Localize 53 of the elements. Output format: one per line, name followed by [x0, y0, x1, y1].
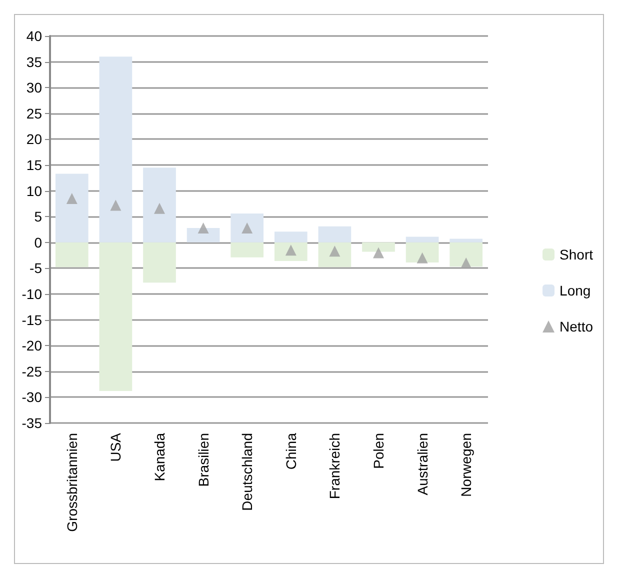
- y-tick-label: 40: [26, 28, 42, 44]
- bar: [318, 226, 352, 242]
- point: [154, 202, 165, 214]
- y-tick-label: -25: [22, 363, 42, 380]
- x-tick-label: Kanada: [152, 432, 168, 482]
- legend-label: Short: [560, 246, 594, 262]
- point: [110, 200, 122, 211]
- x-tick-label: Polen: [370, 433, 386, 469]
- y-tick-label: -20: [22, 338, 42, 354]
- legend-label: Netto: [560, 318, 594, 334]
- x-tick-label: China: [282, 432, 299, 470]
- bar: [406, 236, 439, 242]
- point: [66, 193, 78, 204]
- x-tick-label: Deutschland: [239, 433, 256, 511]
- y-tick-label: 20: [26, 131, 42, 148]
- y-tick-label: 0: [34, 234, 42, 250]
- bar: [55, 174, 88, 242]
- bar: [55, 242, 88, 268]
- legend-label: Long: [560, 282, 591, 298]
- bar: [274, 232, 308, 242]
- y-tick-label: -10: [22, 286, 42, 302]
- y-tick-label: -30: [22, 389, 42, 406]
- y-tick-label: 25: [26, 105, 42, 122]
- x-tick-label: Grossbritannien: [64, 433, 80, 532]
- bar: [362, 242, 395, 252]
- x-tick-label: Brasilien: [195, 433, 212, 487]
- y-tick-label: -15: [22, 312, 42, 328]
- x-tick-label: Australien: [414, 433, 430, 496]
- x-tick-label: USA: [108, 432, 124, 462]
- bar: [99, 242, 132, 392]
- bar: [450, 238, 483, 242]
- y-tick-label: -35: [22, 415, 42, 431]
- bar: [450, 242, 483, 267]
- bar: [230, 214, 264, 242]
- point: [460, 258, 472, 269]
- bar: [99, 56, 132, 242]
- bar: [143, 168, 176, 242]
- y-tick-label: 15: [26, 157, 42, 173]
- bar: [318, 242, 352, 268]
- y-tick-label: 5: [34, 208, 42, 225]
- bar: [406, 242, 439, 263]
- x-tick-label: Norwegen: [458, 433, 474, 497]
- bar: [230, 242, 264, 258]
- point: [373, 247, 384, 258]
- bar: [186, 228, 220, 242]
- y-tick-label: 10: [26, 182, 42, 199]
- y-tick-label: -5: [30, 260, 42, 276]
- bar: [143, 242, 176, 283]
- point: [198, 222, 209, 234]
- y-tick-label: 30: [26, 80, 42, 96]
- bar: [274, 242, 308, 261]
- y-tick-label: 35: [26, 54, 42, 70]
- x-tick-label: Frankreich: [326, 433, 343, 500]
